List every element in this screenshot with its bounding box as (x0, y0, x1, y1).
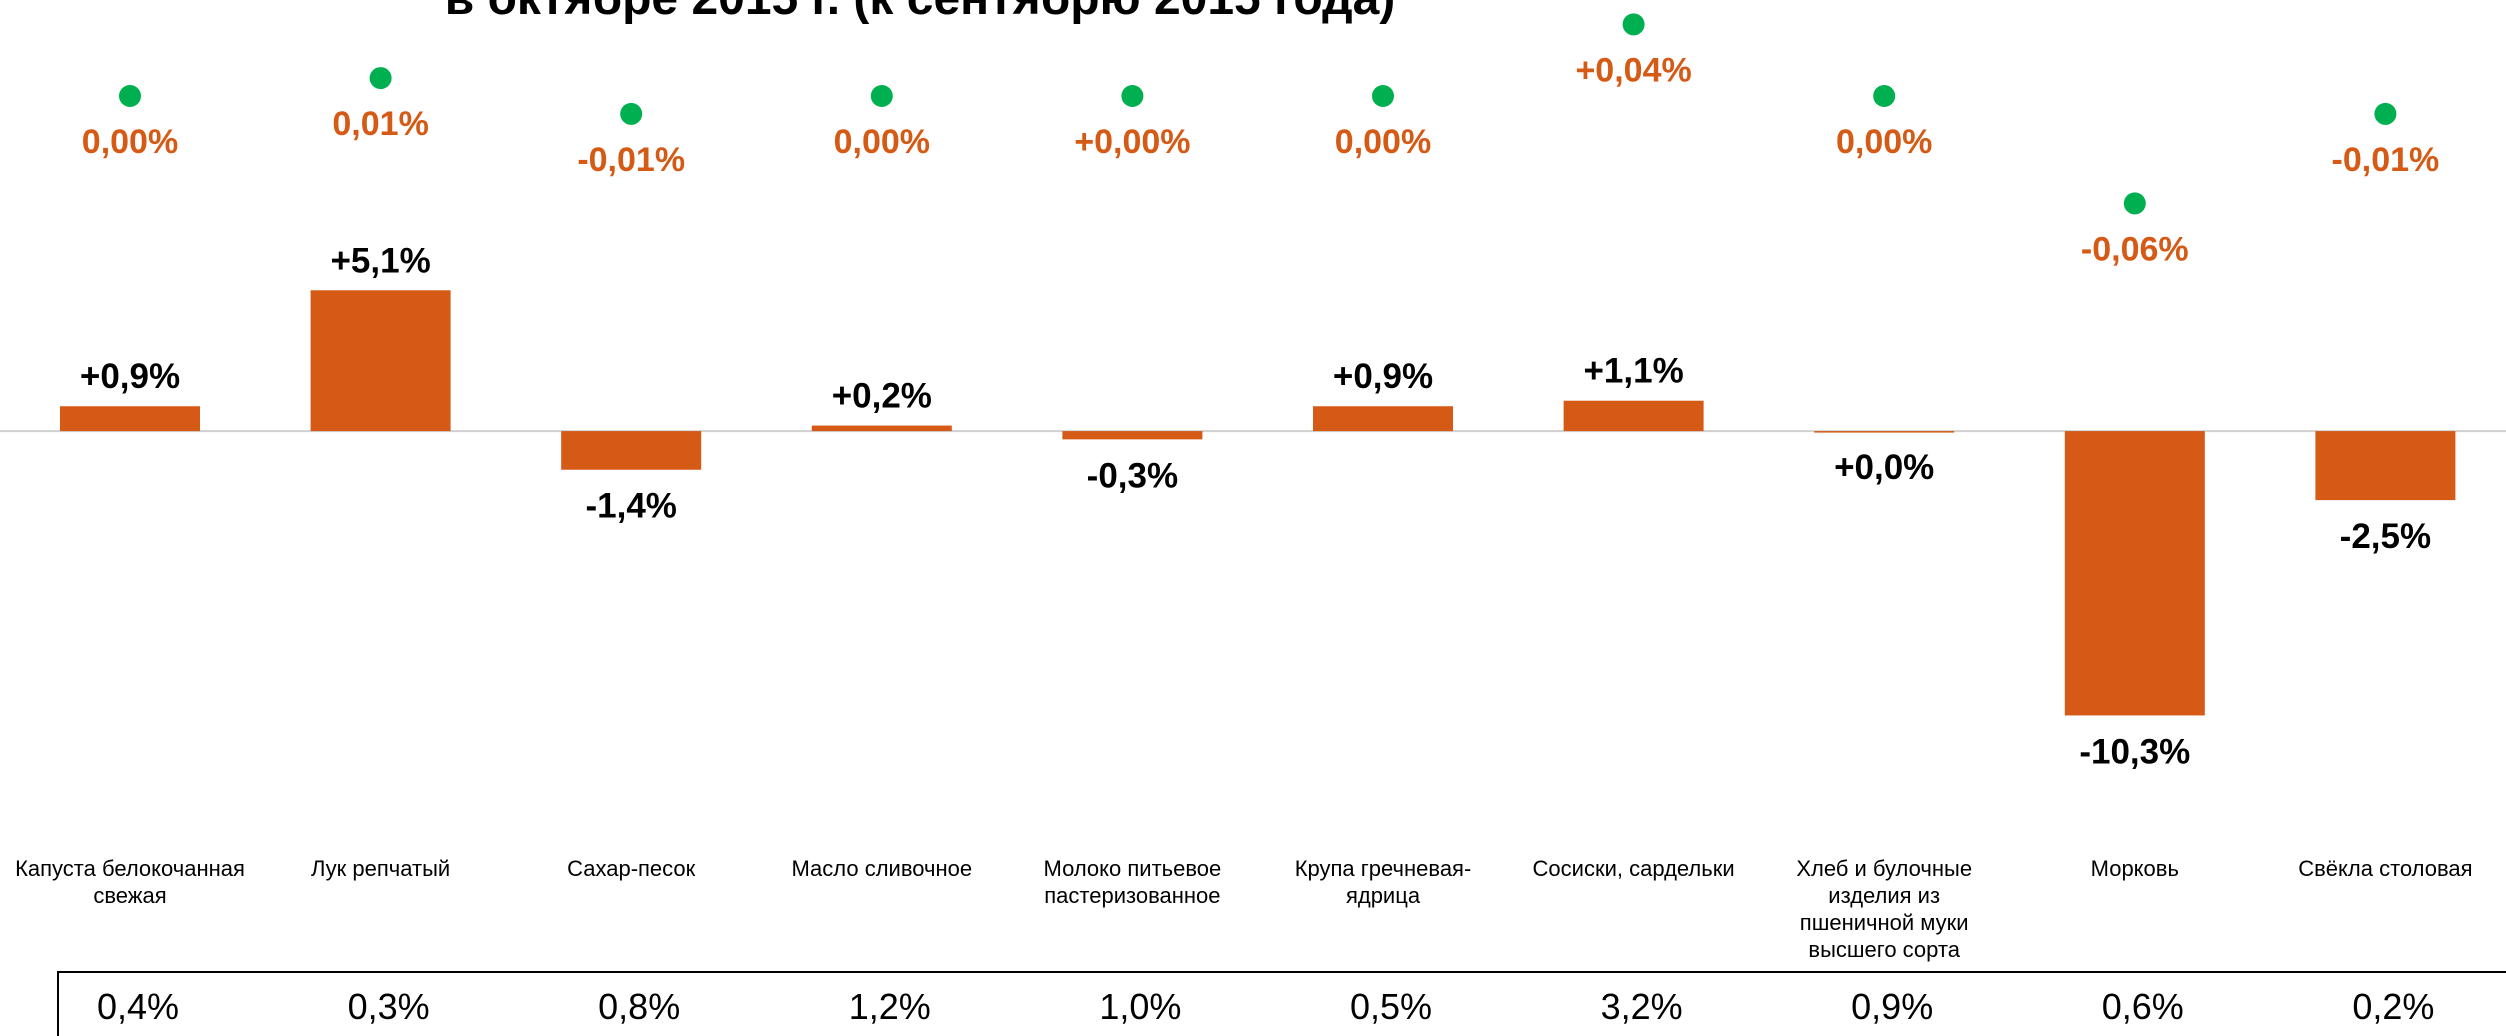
bar-value-label: +0,2% (832, 377, 932, 416)
bar-value-label: -1,4% (585, 487, 676, 526)
contribution-label: 0,01% (332, 105, 428, 143)
category-label: Сахар-песок (567, 856, 696, 881)
weight-label: 0,9% (1851, 986, 1933, 1027)
contribution-dot (1873, 85, 1896, 107)
contribution-dot (119, 85, 141, 107)
contribution-label: 0,00% (1335, 123, 1431, 161)
contribution-dot (2374, 102, 2397, 125)
category-label: Крупа гречневая-ядрица (1294, 856, 1472, 908)
contribution-label: -0,06% (2081, 230, 2189, 268)
bar (60, 406, 200, 432)
weight-label: 0,3% (348, 986, 430, 1027)
bar-value-label: -10,3% (2079, 732, 2190, 771)
contribution-label: 0,00% (1836, 123, 1932, 161)
bar (561, 431, 702, 470)
bar-value-label: +0,9% (80, 357, 180, 396)
category-label: Молоко питьевое пастеризованное (1043, 856, 1222, 908)
contribution-dot (2123, 192, 2146, 215)
category-label: Морковь (2090, 856, 2179, 881)
contribution-dot (1622, 13, 1645, 36)
weight-label: 0,2% (2352, 986, 2434, 1027)
contribution-label: -0,01% (2332, 141, 2440, 179)
bar-value-label: +0,0% (1834, 448, 1934, 487)
bar-value-label: +0,9% (1333, 357, 1433, 396)
bar (811, 425, 952, 432)
category-label: Капуста белокочанная свежая (15, 856, 245, 908)
weight-label: 1,2% (849, 986, 931, 1027)
bar (1313, 406, 1453, 432)
contribution-dot (1372, 85, 1394, 107)
contribution-label: +0,04% (1575, 51, 1691, 89)
weight-label: 0,8% (598, 986, 680, 1027)
weight-label: 3,2% (1601, 986, 1683, 1027)
category-label: Масло сливочное (791, 856, 973, 881)
weight-label: 0,5% (1350, 986, 1432, 1027)
contribution-label: +0,00% (1074, 123, 1190, 161)
category-label: Свёкла столовая (2298, 856, 2473, 881)
weight-label: 1,0% (1099, 986, 1181, 1027)
weight-label: 0,4% (97, 986, 179, 1027)
weights-box (57, 971, 2506, 1036)
category-label: Лук репчатый (310, 856, 451, 881)
contribution-dot (1121, 85, 1144, 107)
contribution-dot (369, 67, 392, 90)
bar (1563, 400, 1704, 432)
bar (1062, 431, 1203, 440)
bar (1814, 431, 1955, 433)
category-label: Сосиски, сардельки (1532, 856, 1735, 881)
contribution-label: 0,00% (82, 123, 178, 161)
bar-value-label: -2,5% (2340, 517, 2431, 556)
weight-label: 0,6% (2102, 986, 2184, 1027)
bar-value-label: +1,1% (1583, 352, 1683, 391)
bar (2315, 431, 2456, 501)
contribution-dot (870, 85, 893, 107)
bar-value-label: +5,1% (330, 241, 430, 280)
bar (310, 290, 451, 432)
chart-title: в октябре 2015 г. (к сентябрю 2015 года) (445, 0, 1396, 25)
category-label: Хлеб и булочные изделия из пшеничной мук… (1796, 856, 1973, 962)
bar-value-label: -0,3% (1087, 456, 1178, 495)
contribution-label: 0,00% (834, 123, 930, 161)
contribution-label: -0,01% (577, 141, 685, 179)
contribution-dot (620, 102, 643, 125)
bar (2064, 431, 2205, 716)
